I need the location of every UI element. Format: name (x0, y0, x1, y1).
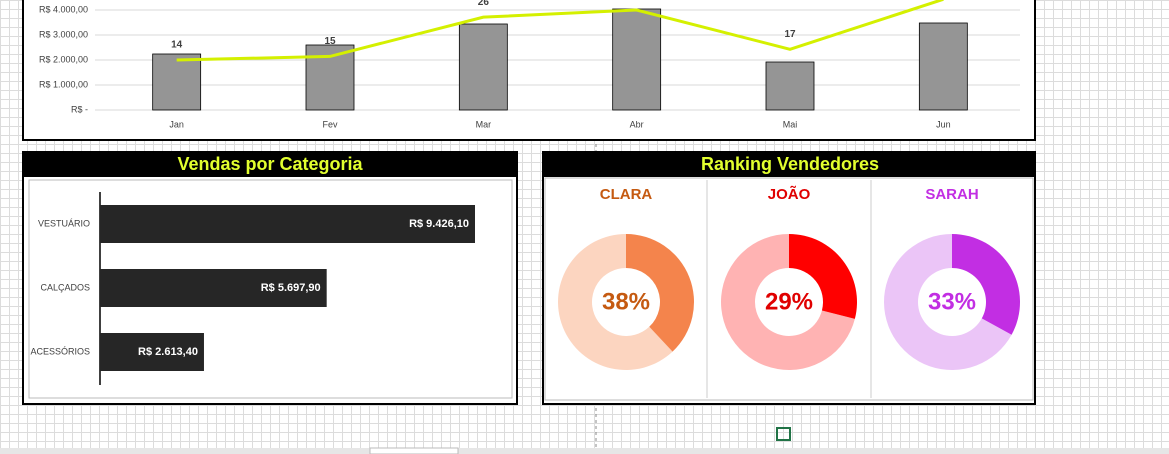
y-tick-label: R$ 3.000,00 (39, 29, 88, 39)
x-tick-label: Jan (169, 119, 184, 129)
donut-remainder (721, 234, 855, 370)
bar (305, 44, 355, 111)
x-tick-label: Jun (936, 119, 951, 129)
data-label: 15 (324, 36, 336, 47)
x-tick-label: Fev (322, 119, 338, 129)
category-label: CALÇADOS (40, 282, 90, 292)
bar (612, 8, 662, 111)
data-label: 28 (631, 0, 643, 1)
data-label: R$ 2.613,40 (138, 346, 198, 358)
data-label: 17 (784, 29, 796, 40)
category-label: VESTUÁRIO (38, 218, 90, 228)
donut-slice (789, 234, 857, 319)
y-tick-label: R$ 4.000,00 (39, 4, 88, 14)
seller-name: JOÃO (768, 185, 811, 203)
data-label: 14 (171, 40, 183, 51)
bar (918, 22, 968, 111)
data-label: 33% (928, 288, 976, 315)
bar (152, 53, 202, 111)
data-label: R$ 9.426,10 (409, 218, 469, 230)
panel-header (23, 152, 517, 177)
bar (100, 269, 327, 307)
donut-slice (626, 234, 694, 352)
seller-name: SARAH (925, 186, 978, 203)
data-label: 29% (765, 288, 813, 315)
data-label: 26 (478, 0, 490, 8)
data-label: 38% (602, 288, 650, 315)
y-tick-label: R$ 1.000,00 (39, 79, 88, 89)
donut-remainder (884, 234, 1012, 370)
y-tick-label: R$ - (71, 104, 88, 114)
sheet-tab[interactable] (369, 447, 459, 454)
x-tick-label: Abr (630, 119, 644, 129)
x-tick-label: Mar (476, 119, 492, 129)
donut-slice (952, 234, 1021, 335)
seller-name: CLARA (600, 186, 653, 203)
y-tick-label: R$ 2.000,00 (39, 54, 88, 64)
panel-title: Vendas por Categoria (177, 154, 363, 174)
x-tick-label: Mai (783, 119, 798, 129)
line (176, 0, 944, 62)
panel-title: Ranking Vendedores (701, 154, 879, 174)
selected-cell[interactable] (776, 427, 791, 441)
category-label: ACESSÓRIOS (30, 346, 90, 356)
data-label: R$ 5.697,90 (261, 282, 321, 294)
donut-remainder (558, 234, 673, 371)
bar (458, 23, 508, 111)
bar (765, 61, 815, 111)
bar (100, 333, 204, 371)
panel-header (543, 152, 1035, 177)
scroll-bar[interactable] (0, 448, 1169, 454)
bar (100, 205, 475, 243)
